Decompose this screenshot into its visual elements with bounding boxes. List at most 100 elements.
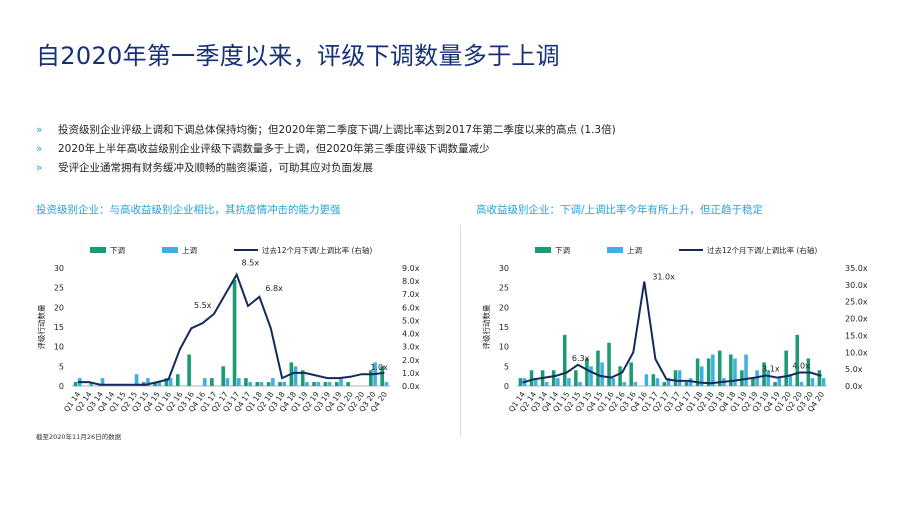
bar-down	[232, 279, 237, 386]
y2-tick-label: 25.0x	[845, 298, 868, 307]
bar-up	[821, 378, 826, 386]
legend-swatch-down	[90, 247, 106, 253]
chart-title-high-yield: 高收益级别企业：下调/上调比率今年有所上升，但正趋于稳定	[476, 204, 764, 216]
bar-up	[544, 382, 549, 386]
bar-down	[574, 370, 578, 386]
bar-down	[369, 370, 373, 386]
legend-label-ratio: 过去12个月下调/上调比率 (右轴)	[262, 245, 372, 255]
bar-up	[533, 378, 538, 386]
bar-down	[551, 370, 556, 386]
data-label-ratio: 6.3x	[572, 354, 590, 363]
y-tick-label: 20	[499, 303, 509, 312]
bar-down	[762, 362, 766, 386]
bar-down	[312, 382, 316, 386]
bar-down	[706, 358, 711, 386]
bar-down	[695, 358, 700, 386]
bar-down	[300, 370, 305, 386]
y-axis-title: 评级行动数量	[36, 304, 46, 349]
bar-up	[100, 378, 105, 386]
y2-tick-label: 6.0x	[402, 303, 420, 312]
bar-up	[225, 378, 230, 386]
bar-up	[600, 362, 604, 386]
bar-up	[788, 374, 793, 386]
bar-up	[316, 382, 321, 386]
y-tick-label: 0	[504, 382, 509, 391]
legend-swatch-up	[162, 247, 178, 253]
y-tick-label: 15	[54, 323, 64, 332]
bar-up	[384, 382, 389, 386]
bullet-item: » 2020年上半年高收益级别企业评级下调数量多于上调，但2020年第三季度评级…	[36, 140, 616, 159]
bar-up	[202, 378, 207, 386]
legend-label-up: 上调	[182, 246, 197, 255]
bar-up	[589, 366, 593, 386]
data-label-ratio: 5.5x	[194, 301, 212, 310]
bar-down	[784, 350, 788, 386]
bar-up	[339, 378, 343, 386]
bar-down	[618, 366, 622, 386]
page-title: 自2020年第一季度以来，评级下调数量多于上调	[36, 42, 560, 70]
bar-up	[699, 366, 704, 386]
data-label-ratio: 31.0x	[652, 272, 675, 281]
bar-up	[677, 370, 682, 386]
bar-down	[585, 358, 589, 386]
y-tick-label: 20	[54, 303, 64, 312]
y-tick-label: 25	[54, 284, 64, 293]
y2-tick-label: 7.0x	[402, 290, 420, 299]
y2-tick-label: 35.0x	[845, 264, 868, 273]
ratio-line	[522, 281, 822, 385]
bar-up	[134, 374, 139, 386]
bar-down	[795, 334, 800, 386]
bar-up	[271, 378, 275, 386]
y2-tick-label: 20.0x	[845, 315, 868, 324]
bar-up	[168, 378, 173, 386]
ratio-line	[77, 272, 385, 386]
bar-down	[244, 378, 248, 386]
bar-up	[766, 370, 770, 386]
y-tick-label: 10	[499, 343, 509, 352]
bar-up	[810, 378, 815, 386]
legend-swatch-down	[535, 247, 551, 253]
data-label-ratio: 3.1x	[762, 365, 780, 374]
bullet-item: » 投资级别企业评级上调和下调总体保持均衡；但2020年第二季度下调/上调比率达…	[36, 121, 616, 140]
chart-investment-grade: 下调 上调 过去12个月下调/上调比率 (右轴) 30 25 20 15 10 5 0 9.0x 8.…	[36, 245, 420, 414]
footnote: 截至2020年11月26日的数据	[36, 433, 122, 441]
y-tick-label: 5	[59, 362, 64, 371]
bullet-marker-icon: »	[36, 162, 43, 174]
bar-up	[777, 378, 782, 386]
bar-up	[644, 374, 649, 386]
y2-tick-label: 30.0x	[845, 281, 868, 290]
bar-down	[73, 382, 78, 386]
bar-down	[773, 382, 777, 386]
bar-down	[684, 382, 689, 386]
y2-tick-label: 3.0x	[402, 343, 420, 352]
y-tick-label: 30	[54, 264, 64, 273]
y-tick-label: 30	[499, 264, 509, 273]
y2-tick-label: 5.0x	[845, 365, 863, 374]
bar-down	[729, 354, 733, 386]
bar-down	[175, 374, 180, 386]
bar-up	[293, 366, 298, 386]
bar-down	[153, 382, 157, 386]
bar-down	[662, 382, 667, 386]
bar-down	[717, 350, 722, 386]
legend-label-down: 下调	[110, 246, 125, 255]
y2-tick-label: 1.0x	[402, 369, 420, 378]
y2-tick-label: 4.0x	[402, 330, 420, 339]
y2-tick-label: 15.0x	[845, 331, 868, 340]
data-label-ratio: 4.0x	[792, 362, 810, 371]
bar-down	[607, 342, 611, 386]
bar-down	[266, 382, 271, 386]
bar-up	[157, 382, 162, 386]
y2-tick-label: 9.0x	[402, 264, 420, 273]
bar-down	[323, 382, 328, 386]
bar-up	[327, 382, 332, 386]
bar-up	[655, 378, 660, 386]
legend-label-down: 下调	[555, 246, 570, 255]
bullet-text: 受评企业通常拥有财务缓冲及顺畅的融资渠道，可助其应对负面发展	[58, 162, 373, 174]
bar-up	[633, 382, 638, 386]
bar-down	[187, 354, 191, 386]
bullet-text: 2020年上半年高收益级别企业评级下调数量多于上调，但2020年第三季度评级下调…	[58, 143, 490, 155]
bar-up	[622, 382, 627, 386]
bar-up	[711, 354, 715, 386]
bar-down	[529, 370, 534, 386]
